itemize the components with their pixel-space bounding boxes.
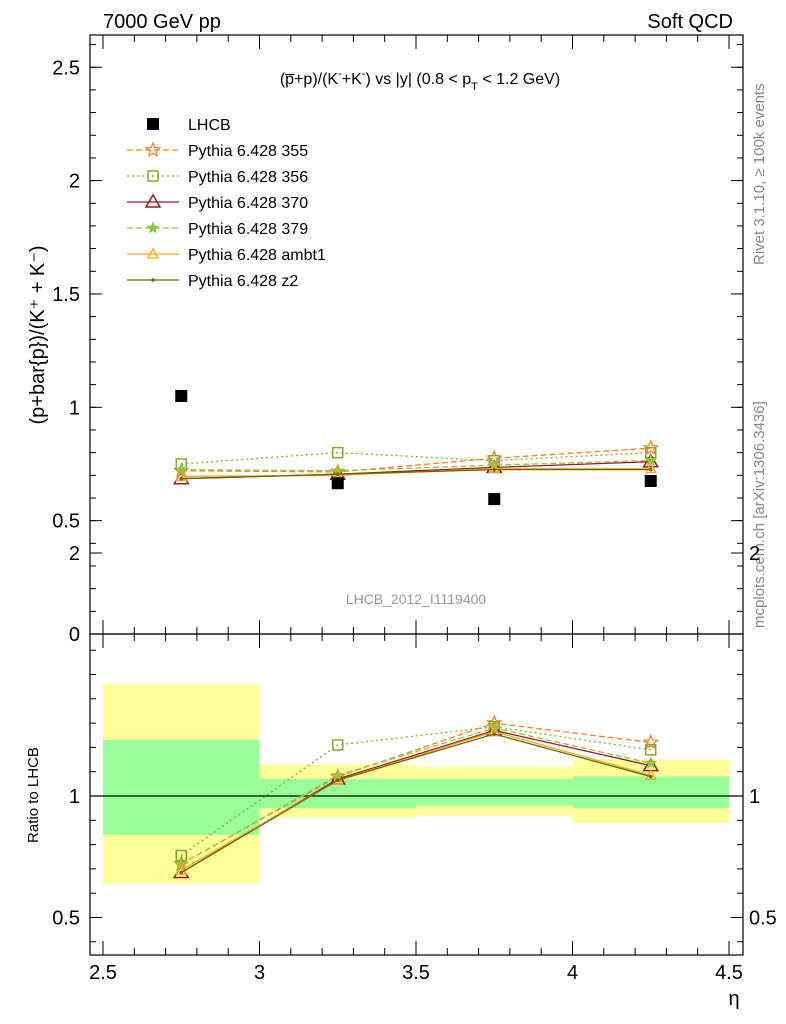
ratio-y-tick-label-right: 0.5 [749,908,777,930]
y-tick-label: 0 [69,624,80,646]
ratio-y-tick-label: 2 [69,543,80,565]
ratio-y-tick-label: 0.5 [52,908,80,930]
ratio-y-tick-label-right: 2 [749,543,760,565]
source-label: mcplots.cern.ch [arXiv:1306.3436] [751,401,768,628]
ratio-point [648,774,653,779]
legend-label: Pythia 6.428 370 [188,195,308,212]
data-point [492,467,497,472]
x-tick-label: 3.5 [402,962,430,984]
ratio-point [642,733,660,750]
data-point [644,474,657,487]
data-point [175,389,188,402]
x-tick-label: 4 [567,962,578,984]
main-panel-title: (p̅+p)/(K-+K-) vs |y| (0.8 < pT < 1.2 Ge… [280,68,560,93]
ratio-point [332,739,344,751]
data-point [179,476,184,481]
ratio-point [335,778,340,783]
y-axis-label: (p+bar{p})/(K⁺ + K⁻) [27,246,49,425]
ratio-series-line [180,726,651,857]
legend-marker [146,221,160,234]
ratio-point [644,769,657,780]
data-point [644,462,657,474]
x-tick-label: 3 [254,962,265,984]
main-panel: 0 0.5 1 1.5 2 2.5 [52,34,744,646]
legend-label: Pythia 6.428 356 [188,169,308,186]
series-line [181,459,651,472]
data-point [332,446,344,459]
legend-marker [144,193,162,208]
ratio-series-line [180,722,651,865]
header-left: 7000 GeV pp [103,11,221,33]
ratio-point [644,756,658,769]
ratio-point [645,744,657,756]
data-point [648,467,653,472]
rivet-version-label: Rivet 3.1.10, ≥ 100k events [751,83,768,265]
ratio-point [179,870,184,875]
legend-marker [147,170,159,182]
data-point [335,472,340,476]
ratio-series-line [180,733,651,874]
legend-label: Pythia 6.428 355 [188,143,308,160]
uncertainty-band-inner [103,740,260,835]
ratio-panel: 0.5 0.5 1 1 2 2 2.5 3 3.5 4 4.5 [52,543,777,984]
legend-marker [144,141,162,158]
data-point [642,439,660,456]
series-line [181,468,651,480]
x-tick-label: 4.5 [715,962,743,984]
series-line [181,451,651,465]
legend-marker [147,118,159,130]
ratio-y-tick-label: 1 [69,786,80,808]
y-tick-label: 2.5 [52,57,80,79]
series-line [181,447,651,473]
legend-label: Pythia 6.428 379 [188,221,308,238]
ratio-series-line [180,727,651,865]
data-point [488,462,501,474]
ratio-y-axis-label: Ratio to LHCB [25,747,42,843]
data-point [488,493,501,506]
ratio-point [492,732,497,736]
y-tick-label: 1.5 [52,284,80,306]
y-tick-label: 1 [69,397,80,419]
legend-label: Pythia 6.428 ambt1 [188,247,326,264]
uncertainty-band-inner [416,778,573,806]
x-axis-label: η [728,988,739,1010]
analysis-label: LHCB_2012_I1119400 [346,591,487,607]
header-right: Soft QCD [647,11,733,33]
legend-label: Pythia 6.428 z2 [188,273,298,290]
y-tick-label: 2 [69,171,80,193]
y-tick-label: 0.5 [52,511,80,533]
data-point [331,477,344,490]
legend-label: LHCB [188,117,231,134]
legend-marker [146,247,160,259]
legend: LHCB Pythia 6.428 355 Pythia 6.428 356 Pyth… [127,117,326,290]
uncertainty-band-inner [572,776,729,809]
ratio-y-tick-label-right: 1 [749,786,760,808]
legend-marker [151,278,155,282]
x-tick-label: 2.5 [89,962,117,984]
ratio-series-line [180,730,651,871]
